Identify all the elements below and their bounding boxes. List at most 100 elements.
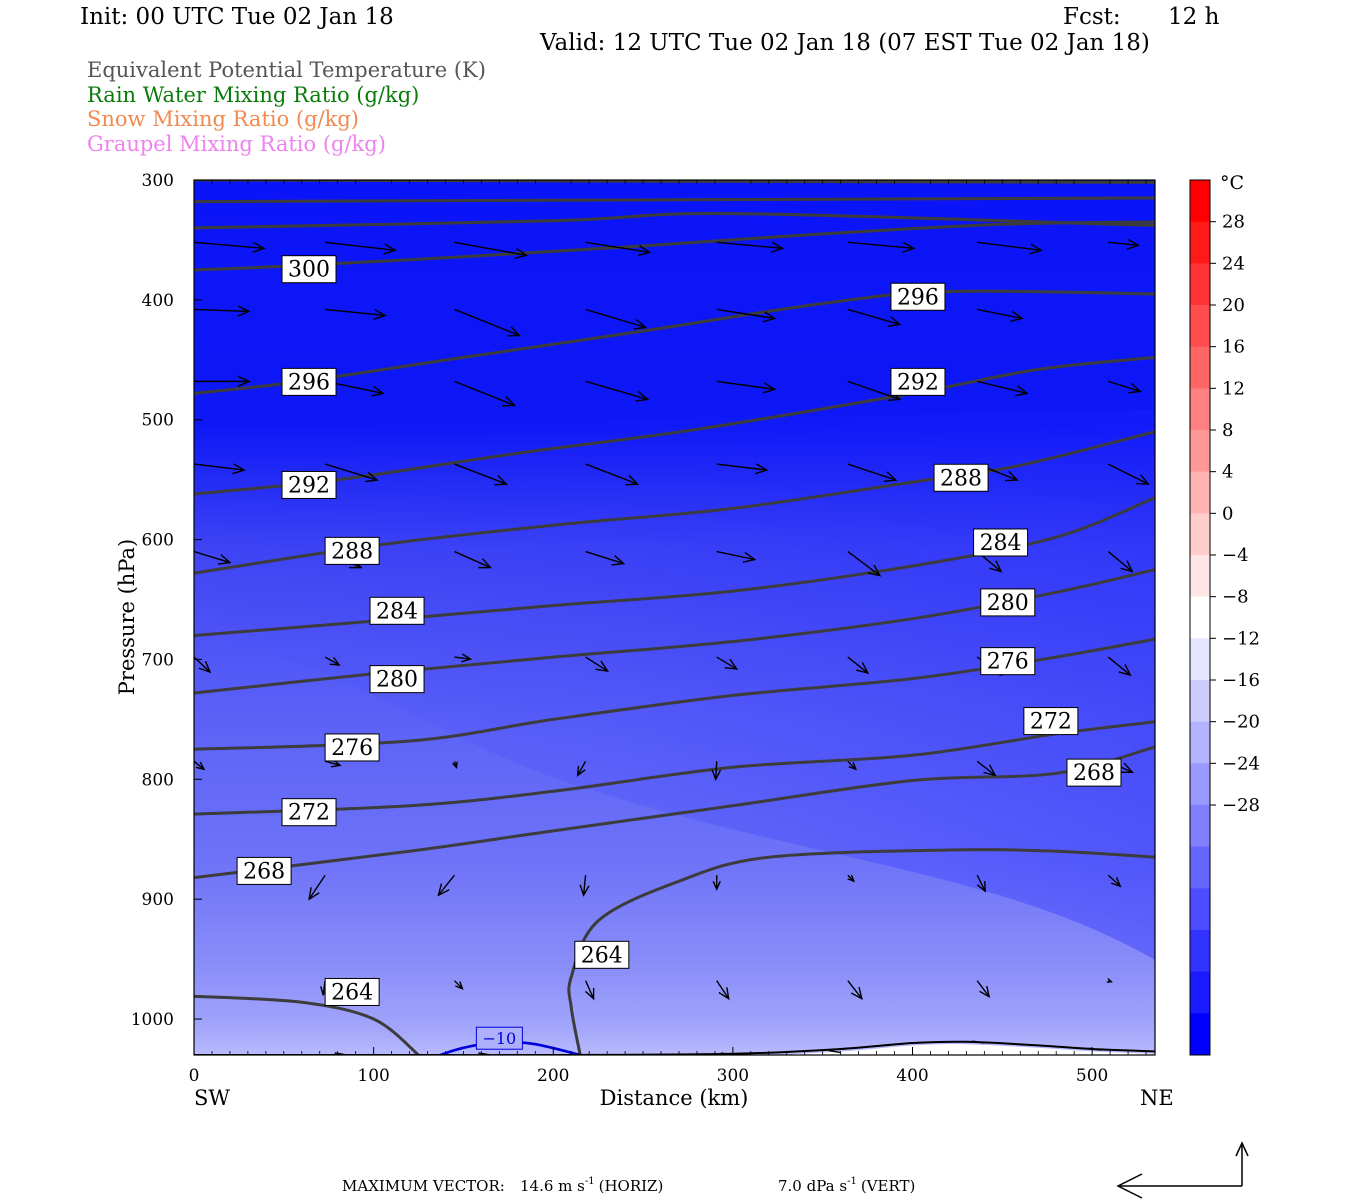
wind-vector [454,241,529,259]
theta-e-contour-upper-2 [194,212,1155,230]
y-tick-label: 1000 [131,1010,174,1030]
contour-label: 292 [281,470,337,499]
theta-e-contour-276 [194,637,1155,751]
colorbar-tick-label: 16 [1222,337,1245,358]
wind-vector [712,875,721,891]
wind-vector [585,656,610,672]
wind-vector [194,375,251,387]
colorbar-unit: °C [1220,172,1244,194]
y-tick-label: 500 [142,411,174,431]
svg-text:292: 292 [288,473,330,498]
wind-vector [308,874,326,901]
y-tick-label: 900 [142,890,174,910]
title-snow: Snow Mixing Ratio (g/kg) [87,107,359,131]
surface-below-ground [194,1044,1155,1055]
wind-vector [1107,551,1134,573]
colorbar-tick-label: 20 [1222,295,1245,316]
wind-vector [194,760,206,771]
svg-text:272: 272 [1030,710,1072,735]
x-axis-right-end-label: NE [1140,1086,1174,1110]
colorbar-swatch [1190,263,1210,306]
svg-text:280: 280 [376,668,418,693]
isotherm-label: −10 [475,1026,523,1050]
wind-vector [847,241,916,253]
wind-vector [977,241,1043,255]
wind-vector [977,380,1029,397]
colorbar-tick-label: −8 [1222,587,1249,608]
svg-text:264: 264 [581,943,623,968]
contour-label: 280 [980,588,1036,617]
wind-vector [585,550,626,566]
x-axis-label: Distance (km) [600,1086,749,1110]
max-vector-label: MAXIMUM VECTOR: [342,1177,505,1195]
x-tick-label: 0 [189,1066,200,1086]
colorbar-tick-label: 0 [1222,503,1233,524]
colorbar-tick-label: 24 [1222,253,1245,274]
theta-e-contour-264 [194,994,420,1055]
colorbar-tick-label: −4 [1222,545,1249,566]
wind-vector [847,551,882,577]
wind-vector [1106,978,1113,983]
x-tick-label: 100 [357,1066,389,1086]
wind-vector [716,463,769,475]
temperature-shading-dark-band [194,410,1155,960]
contour-label: 284 [973,528,1029,557]
colorbar-swatch [1190,180,1210,223]
wind-vector [1108,380,1142,394]
svg-text:280: 280 [987,591,1029,616]
reference-vector-icon [1116,1141,1249,1199]
forecast-hour-label: Fcst: [1063,4,1121,30]
colorbar-tick-label: −20 [1222,712,1260,733]
max-horizontal-vector: 14.6 m s-1 (HORIZ) [520,1176,663,1195]
colorbar-swatch [1190,388,1210,431]
wind-vector [324,463,379,483]
title-theta-e: Equivalent Potential Temperature (K) [87,58,486,82]
contour-label: 296 [281,367,337,396]
wind-vector [194,305,251,317]
wind-vector [454,308,522,337]
theta-e-contour-264 [567,848,1155,1055]
svg-text:296: 296 [897,285,939,310]
svg-text:296: 296 [288,370,330,395]
svg-text:276: 276 [987,650,1029,675]
colorbar-tick-label: −12 [1222,628,1260,649]
svg-text:284: 284 [376,599,418,624]
wind-vector [454,653,473,663]
wind-vector [454,380,517,407]
contour-label: 300 [281,255,337,284]
contour-label: 296 [890,282,946,311]
theta-e-contour-292 [194,355,1155,496]
colorbar-tick-label: 8 [1222,420,1233,441]
wind-vector [716,241,785,253]
wind-vector [585,308,648,330]
wind-vector [194,463,246,475]
surface-line [194,1040,1155,1055]
wind-vector-surface [1088,1047,1102,1051]
forecast-hour-value: 12 h [1168,4,1220,30]
colorbar-swatch [1190,305,1210,348]
svg-text:272: 272 [288,801,330,826]
contour-label: 276 [324,733,380,762]
wind-vector [194,241,266,253]
svg-text:276: 276 [331,736,373,761]
wind-vector [716,550,757,563]
wind-vector [847,874,856,883]
svg-text:292: 292 [897,370,939,395]
colorbar-swatch [1190,471,1210,514]
x-tick-label: 200 [537,1066,569,1086]
contour-label: 268 [1066,758,1122,787]
colorbar-swatch [1190,430,1210,473]
contour-label: 272 [281,798,337,827]
wind-vector [847,760,858,771]
colorbar-swatch [1190,638,1210,681]
wind-vector [325,241,397,255]
colorbar-swatch [1190,763,1210,806]
wind-vector [454,463,509,486]
wind-vector [1108,238,1140,250]
wind-vector [585,241,652,257]
title-rain-water: Rain Water Mixing Ratio (g/kg) [87,83,420,107]
wind-vector [976,980,991,999]
contour-label: 268 [236,856,292,885]
wind-vector [847,463,898,482]
colorbar-tick-label: 28 [1222,212,1245,233]
